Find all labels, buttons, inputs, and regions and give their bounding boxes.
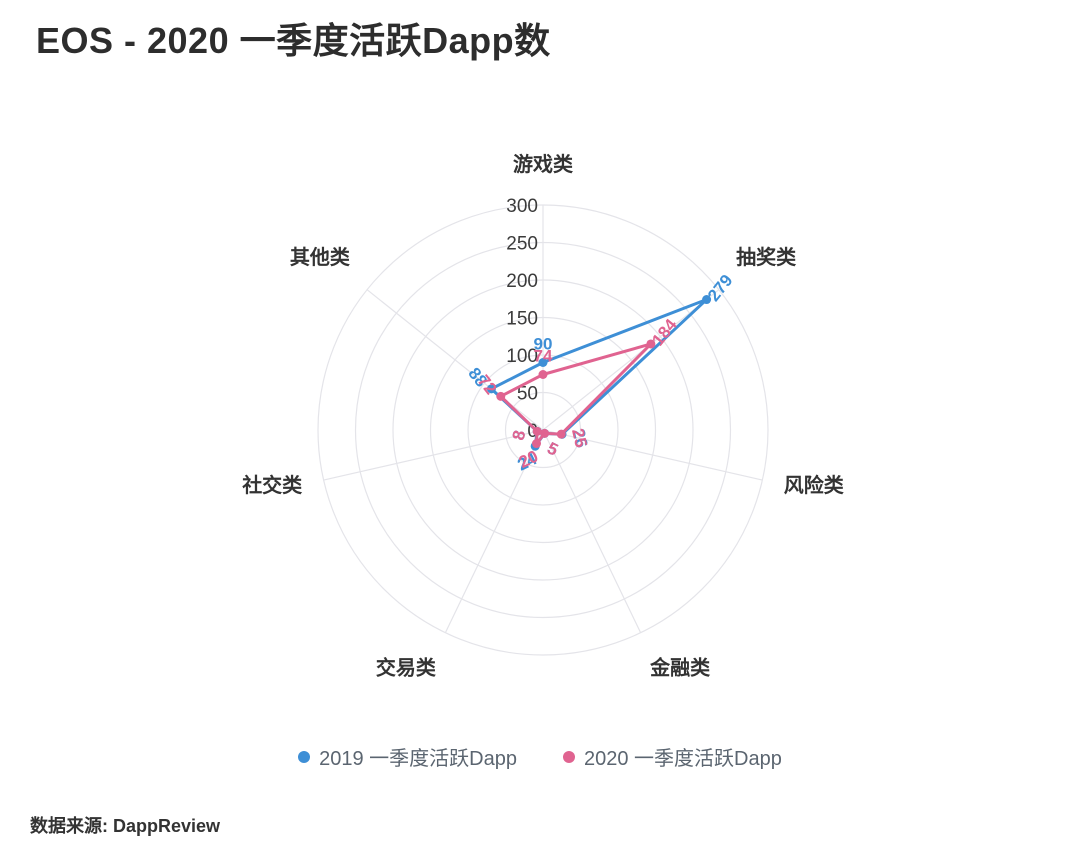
axis-tick-label: 100 [506, 346, 538, 367]
axis-spoke [542, 429, 642, 633]
axis-spoke [323, 429, 544, 481]
value-label: 5 [544, 439, 561, 460]
category-label: 游戏类 [513, 152, 573, 176]
legend-marker-2020-icon [563, 750, 575, 763]
category-label: 抽奖类 [736, 245, 796, 269]
axis-spoke [542, 429, 763, 481]
data-point [496, 391, 506, 401]
axis-tick-label: 150 [506, 309, 538, 330]
axis-tick-label: 50 [517, 384, 538, 405]
data-point [702, 295, 712, 305]
category-label: 社交类 [241, 473, 302, 497]
legend-label-2019: 2019 一季度活跃Dapp [319, 748, 517, 770]
value-label: 8 [509, 428, 530, 441]
axis-tick-label: 300 [506, 196, 538, 217]
axis-tick-label: 250 [506, 234, 538, 255]
value-label: 74 [534, 347, 553, 366]
data-point [538, 370, 548, 379]
data-point [486, 384, 496, 394]
legend: 2019 一季度活跃Dapp 2020 一季度活跃Dapp [0, 742, 1080, 771]
value-label: 90 [534, 335, 553, 354]
value-label: 8 [509, 428, 530, 441]
value-label: 26 [569, 427, 592, 450]
category-label: 交易类 [376, 656, 436, 680]
data-point [538, 358, 548, 367]
legend-marker-2019-icon [298, 750, 311, 763]
data-source: 数据来源: DappReview [30, 816, 221, 836]
axis-tick-label: 200 [506, 271, 538, 292]
series-line-1 [499, 342, 653, 446]
data-point [646, 339, 656, 349]
category-label: 其他类 [290, 245, 350, 269]
data-point [540, 428, 550, 438]
data-point [531, 439, 541, 449]
value-label: 25 [568, 427, 591, 450]
data-point [532, 426, 542, 436]
legend-item-2019[interactable]: 2019 一季度活跃Dapp [298, 742, 517, 771]
data-point [556, 429, 566, 439]
axis-spoke [542, 289, 720, 431]
legend-item-2020[interactable]: 2020 一季度活跃Dapp [563, 742, 782, 771]
axis-spoke [444, 429, 544, 633]
legend-label-2020: 2020 一季度活跃Dapp [584, 748, 782, 770]
axis-spoke [366, 289, 544, 431]
chart-title: EOS - 2020 一季度活跃Dapp数 [36, 20, 551, 61]
radar-chart: 300250200150100500游戏类抽奖类风险类金融类交易类社交类其他类9… [241, 152, 844, 680]
category-label: 风险类 [784, 473, 844, 497]
category-label: 金融类 [649, 656, 710, 680]
